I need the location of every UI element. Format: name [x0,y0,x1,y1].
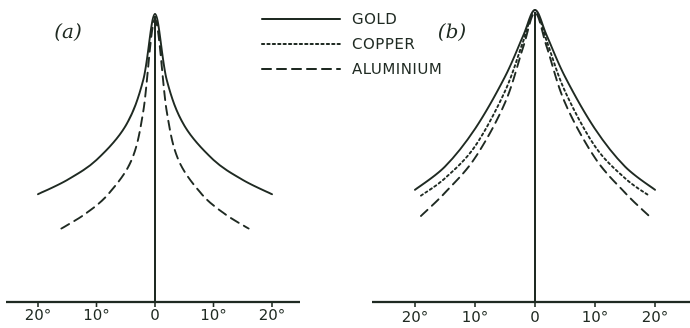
panel-b-series-aluminium [420,11,650,217]
panel-a-series-gold [37,13,273,196]
panel-b-tick-label: 20° [402,308,429,326]
panel-b-tick-label: 0 [530,308,540,326]
panel-a-tick-label: 0 [150,306,160,324]
legend-label-aluminium: ALUMINIUM [352,60,442,78]
panel-a-tick-label: 20° [25,306,52,324]
panel-a-series-aluminium [60,18,250,230]
panel-b-tick-label: 20° [642,308,669,326]
panel-a-tick-label: 10° [200,306,227,324]
panel-a-label: (a) [54,19,82,43]
panel-a-tick-label: 10° [83,306,110,324]
panel-b-label: (b) [438,19,466,43]
legend-label-copper: COPPER [352,35,415,53]
panel-b-tick-label: 10° [582,308,609,326]
legend-label-gold: GOLD [352,10,397,28]
panel-a-tick-label: 20° [259,306,286,324]
panel-b-series-copper [420,9,650,197]
panel-b-tick-label: 10° [462,308,489,326]
